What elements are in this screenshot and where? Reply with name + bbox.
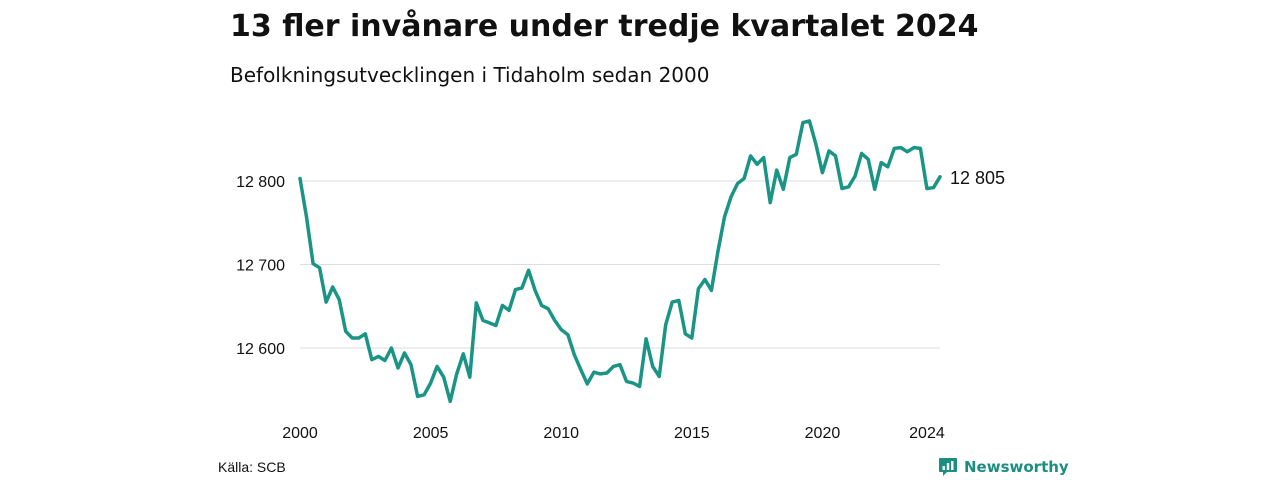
x-tick-label: 2015 (674, 425, 710, 442)
brand-name: Newsworthy (964, 458, 1069, 476)
x-tick-label: 2010 (543, 425, 579, 442)
chart-title: 13 fler invånare under tredje kvartalet … (230, 9, 979, 44)
newsworthy-logo-icon (939, 458, 957, 476)
x-tick-label: 2024 (909, 425, 945, 442)
end-value-label: 12 805 (950, 168, 1005, 188)
x-tick-label: 2005 (413, 425, 449, 442)
x-tick-label: 2020 (805, 425, 841, 442)
brand-logo: Newsworthy (938, 456, 1069, 478)
y-tick-label: 12 700 (236, 258, 285, 275)
source-note: Källa: SCB (218, 459, 286, 475)
y-tick-label: 12 600 (236, 341, 285, 358)
chart-subtitle: Befolkningsutvecklingen i Tidaholm sedan… (230, 63, 710, 87)
x-tick-label: 2000 (282, 425, 318, 442)
y-tick-label: 12 800 (236, 174, 285, 191)
series-line-population (298, 119, 942, 404)
